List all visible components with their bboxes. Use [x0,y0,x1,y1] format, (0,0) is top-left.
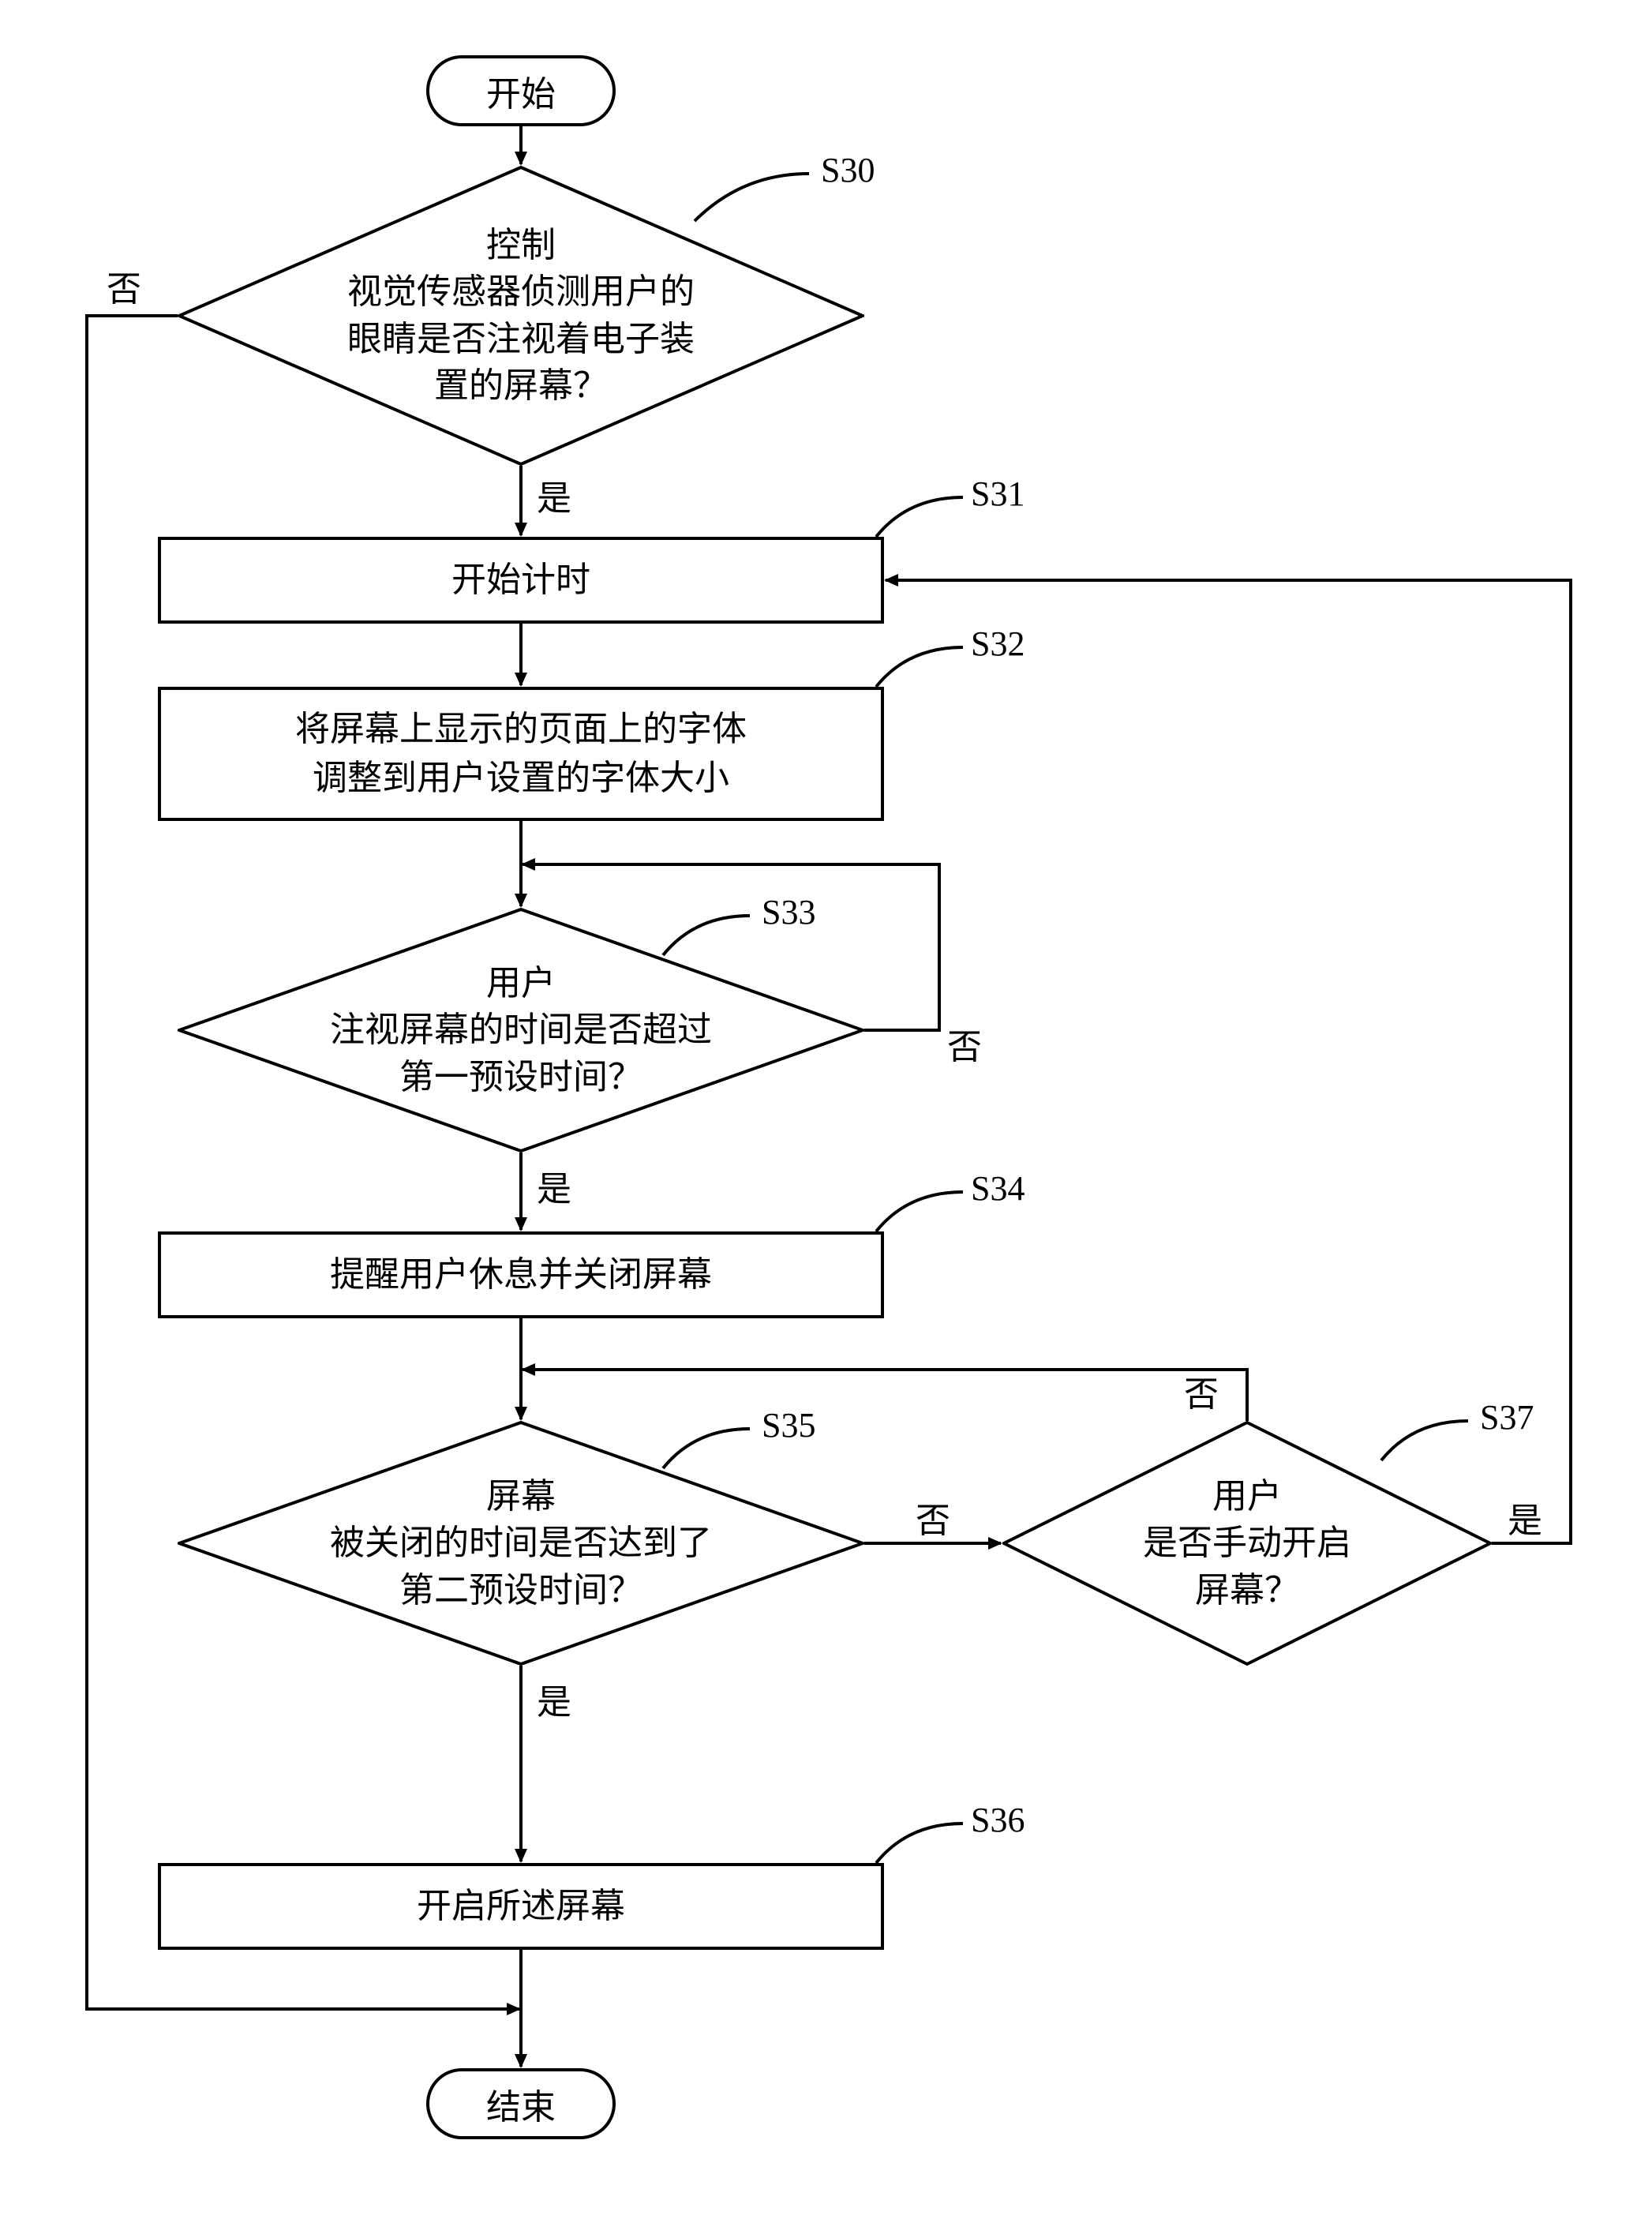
step-label-s30: S30 [821,150,875,190]
label-s30-no: 否 [107,261,141,311]
leader-s35 [655,1421,758,1476]
process-s36: 开启所述屏幕 [158,1863,884,1950]
step-label-s32: S32 [971,624,1025,664]
decision-s35-text: 屏幕 被关闭的时间是否达到了 第二预设时间？ [330,1473,712,1614]
decision-s33: 用户 注视屏幕的时间是否超过 第一预设时间？ [178,908,864,1153]
decision-s37-text: 用户 是否手动开启 屏幕？ [1143,1473,1351,1614]
process-s31: 开始计时 [158,537,884,624]
process-s36-label: 开启所述屏幕 [417,1882,625,1931]
label-s37-no: 否 [1184,1366,1219,1416]
process-s32-label: 将屏幕上显示的页面上的字体 调整到用户设置的字体大小 [295,705,747,802]
step-label-s33: S33 [762,892,815,932]
process-s31-label: 开始计时 [451,556,590,605]
leader-s32 [868,639,971,695]
label-s35-yes: 是 [537,1674,571,1724]
step-label-s34: S34 [971,1168,1025,1209]
step-label-s36: S36 [971,1800,1025,1840]
terminal-start-label: 开始 [486,66,556,116]
leader-s30 [687,166,821,229]
terminal-end-label: 结束 [486,2078,556,2129]
label-s33-yes: 是 [537,1160,571,1211]
label-s35-no: 否 [916,1492,950,1542]
decision-s33-text: 用户 注视屏幕的时间是否超过 第一预设时间？ [330,960,712,1100]
flowchart-container: 开始 控制 视觉传感器侦测用户的 眼睛是否注视着电子装 置的屏幕？ S30 开始… [0,0,1652,2219]
step-label-s35: S35 [762,1405,815,1445]
step-label-s37: S37 [1480,1397,1534,1437]
label-s37-yes: 是 [1508,1492,1542,1542]
leader-s34 [868,1184,971,1239]
process-s34-label: 提醒用户休息并关闭屏幕 [330,1250,712,1299]
terminal-start: 开始 [426,55,616,126]
process-s32: 将屏幕上显示的页面上的字体 调整到用户设置的字体大小 [158,687,884,821]
leader-s36 [868,1816,971,1871]
label-s33-no: 否 [947,1018,982,1069]
decision-s35: 屏幕 被关闭的时间是否达到了 第二预设时间？ [178,1421,864,1666]
process-s34: 提醒用户休息并关闭屏幕 [158,1231,884,1318]
step-label-s31: S31 [971,474,1025,514]
decision-s30-text: 控制 视觉传感器侦测用户的 眼睛是否注视着电子装 置的屏幕？ [347,222,695,410]
label-s30-yes: 是 [537,470,571,520]
terminal-end: 结束 [426,2068,616,2139]
leader-s33 [655,908,758,963]
leader-s37 [1373,1413,1476,1468]
leader-s31 [868,489,971,545]
